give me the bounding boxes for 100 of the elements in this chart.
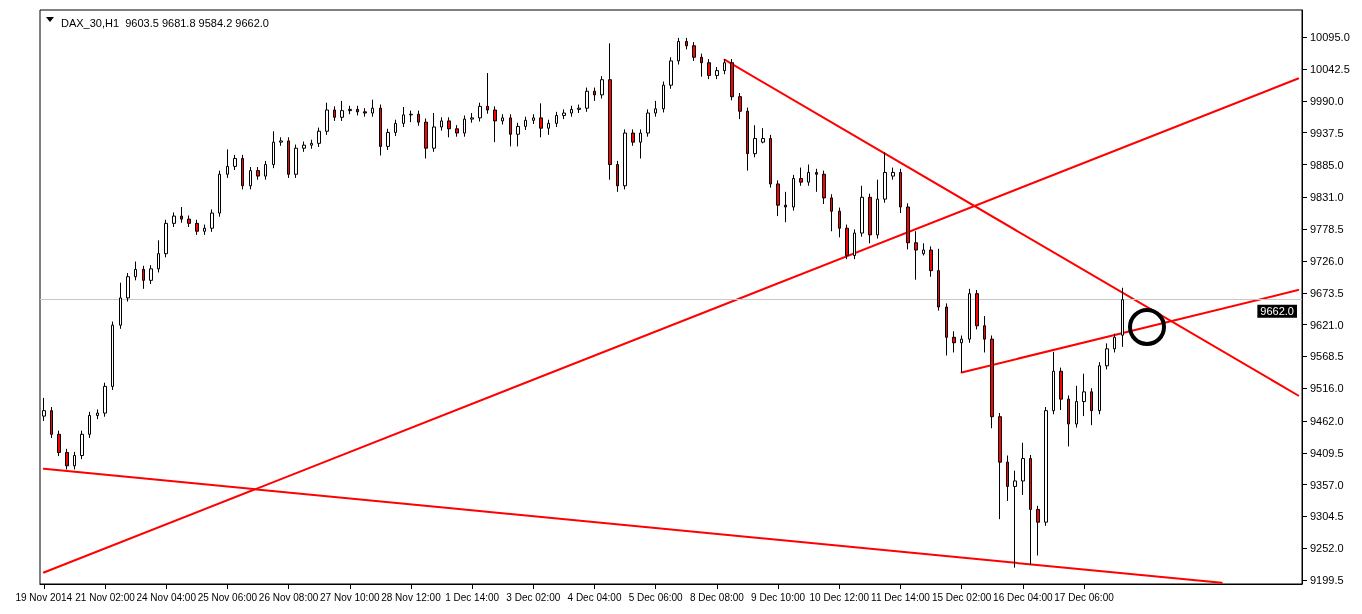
x-tick-label: 8 Dec 08:00 [689, 591, 745, 603]
candlestick [784, 191, 787, 223]
candlestick [631, 128, 635, 147]
y-tick-label: 10095.0 [1310, 31, 1350, 44]
candlestick [195, 219, 199, 236]
candlestick [1105, 342, 1109, 370]
candlestick [486, 72, 489, 115]
candlestick [302, 141, 306, 153]
candlestick [769, 134, 772, 189]
candlestick [983, 315, 986, 353]
candlestick [272, 130, 275, 169]
candlestick [1006, 455, 1009, 502]
candlestick [379, 104, 382, 156]
candlestick [929, 245, 933, 278]
y-tick-label: 9831.0 [1310, 191, 1344, 204]
candlestick [761, 127, 765, 144]
x-tick-label: 21 Nov 02:00 [75, 591, 136, 603]
candlestick [157, 239, 160, 273]
candlestick [256, 166, 260, 181]
candlestick [822, 170, 826, 205]
candlestick [715, 66, 719, 80]
candlestick [402, 106, 405, 128]
candlestick [922, 242, 925, 256]
candlestick [279, 136, 283, 147]
y-tick-label: 9568.5 [1310, 350, 1344, 363]
candlestick [799, 167, 803, 187]
candlestick [707, 58, 711, 80]
candlestick [203, 224, 206, 236]
candlestick [860, 185, 864, 238]
candlestick [1052, 351, 1055, 415]
candlestick [509, 113, 512, 147]
candlestick [226, 148, 229, 179]
candlestick [470, 112, 474, 124]
candlestick [876, 179, 879, 240]
y-tick-label: 9252.0 [1310, 542, 1344, 555]
y-tick-label: 9990.0 [1310, 94, 1344, 107]
y-tick-label: 9516.0 [1310, 382, 1344, 395]
candlestick [899, 168, 902, 214]
x-tick-label: 15 Dec 02:00 [931, 591, 992, 603]
y-tick-label: 9304.5 [1310, 510, 1344, 523]
candlestick [570, 105, 573, 118]
ref-line-label: 9662.0 [1260, 305, 1294, 318]
candlestick [906, 202, 910, 250]
candlestick [340, 100, 344, 122]
candlestick [654, 100, 657, 118]
candlestick [692, 41, 696, 62]
candlestick [547, 119, 550, 136]
candlestick [960, 334, 963, 373]
candlestick [937, 248, 940, 312]
x-tick-label: 25 Nov 06:00 [197, 591, 258, 603]
candlestick [241, 154, 244, 190]
candlestick [975, 289, 979, 330]
candlestick [1113, 333, 1116, 353]
candlestick [478, 102, 482, 123]
x-tick-label: 4 Dec 04:00 [567, 591, 622, 603]
candlestick [134, 261, 137, 281]
x-tick-label: 17 Dec 06:00 [1054, 591, 1115, 603]
candlestick [669, 56, 673, 90]
candlestick [210, 208, 214, 233]
candlestick [447, 116, 451, 138]
x-tick-label: 3 Dec 02:00 [506, 591, 561, 603]
candlestick [96, 408, 99, 420]
candlestick [616, 160, 619, 193]
candlestick [501, 113, 504, 126]
candlestick [891, 167, 895, 181]
candlestick [325, 102, 329, 136]
candlestick [853, 228, 856, 260]
candlestick [838, 207, 841, 238]
candlestick [294, 144, 298, 179]
candlestick [371, 99, 374, 118]
x-tick-label: 24 Nov 04:00 [136, 591, 197, 603]
candlestick [532, 113, 535, 125]
candlestick [868, 193, 872, 244]
x-tick-label: 9 Dec 10:00 [751, 591, 806, 603]
candlestick [593, 87, 596, 102]
candlestick [968, 288, 971, 344]
candlestick [1067, 395, 1070, 447]
candlestick [180, 206, 183, 224]
candlestick [815, 168, 818, 193]
x-tick-label: 16 Dec 04:00 [993, 591, 1054, 603]
candlestick [807, 164, 810, 187]
candlestick [164, 219, 168, 258]
candlestick [287, 136, 290, 179]
candlestick [700, 53, 703, 78]
x-tick-label: 5 Dec 06:00 [628, 591, 684, 603]
candlestick [1059, 367, 1063, 411]
y-tick-label: 9409.5 [1310, 446, 1344, 459]
candlestick [914, 230, 918, 281]
candlestick [493, 105, 497, 143]
candlestick [264, 160, 267, 181]
candlestick [577, 104, 581, 114]
candlestick [463, 114, 466, 138]
candlestick [394, 119, 397, 137]
candlestick [662, 81, 665, 113]
candlestick [356, 105, 359, 116]
candlestick [57, 430, 61, 457]
candlestick [409, 110, 413, 123]
candlestick [386, 128, 390, 151]
x-tick-label: 1 Dec 14:00 [445, 591, 500, 603]
candlestick [1075, 385, 1078, 429]
